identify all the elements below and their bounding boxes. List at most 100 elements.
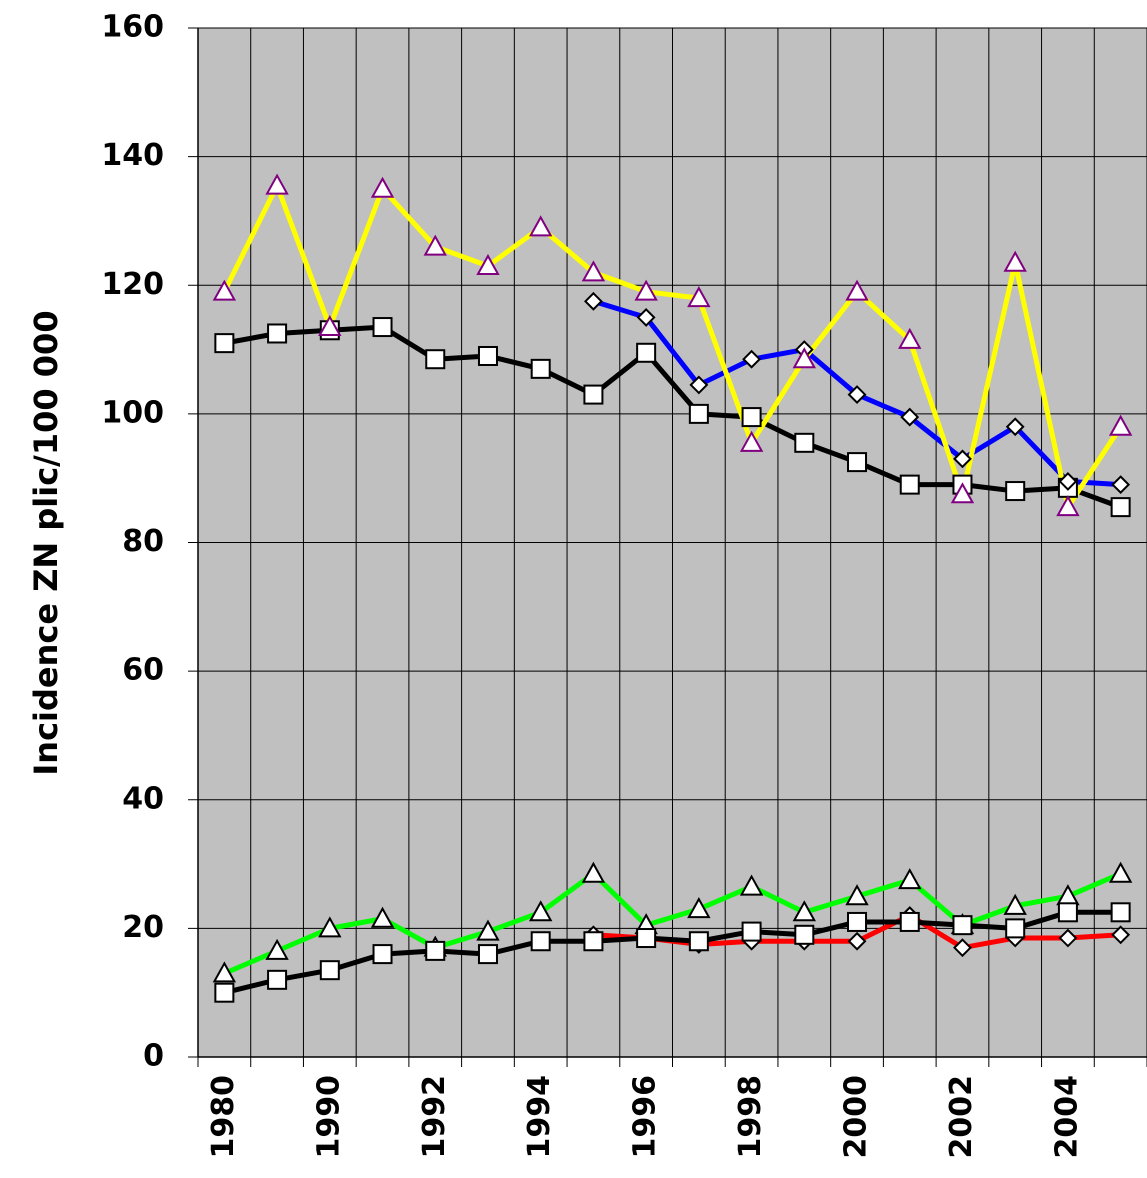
square-marker — [425, 940, 446, 961]
y-tick-label: 120 — [101, 267, 164, 302]
square-marker — [794, 432, 815, 453]
triangle-marker — [634, 279, 658, 301]
x-tick-label: 1992 — [417, 1075, 452, 1159]
square-marker — [477, 944, 498, 965]
x-tick-label: 2000 — [839, 1075, 874, 1159]
square-marker — [1005, 481, 1026, 502]
diamond-marker — [1111, 925, 1131, 945]
triangle-marker — [370, 176, 395, 198]
square-marker — [688, 403, 709, 424]
square-marker — [636, 928, 657, 949]
diamond-marker — [953, 938, 972, 958]
triangle-marker — [792, 347, 817, 369]
square-marker — [899, 474, 920, 495]
diamond-marker — [689, 375, 709, 395]
square-marker — [267, 969, 288, 990]
diamond-marker — [847, 931, 867, 951]
triangle-marker — [423, 234, 447, 256]
triangle-marker — [476, 919, 500, 941]
triangle-marker — [370, 906, 395, 928]
triangle-marker — [739, 430, 764, 452]
square-marker — [372, 317, 393, 338]
square-marker — [952, 915, 973, 936]
triangle-marker — [476, 253, 500, 275]
diamond-marker — [1005, 417, 1025, 437]
square-marker — [583, 931, 604, 952]
triangle-marker — [898, 868, 922, 890]
y-axis-label: Incidence ZN plic/100 000 — [27, 310, 65, 775]
square-marker — [636, 342, 657, 363]
diamond-marker — [1058, 471, 1078, 491]
square-marker — [319, 960, 340, 981]
square-marker — [372, 944, 393, 965]
diamond-marker — [953, 449, 972, 469]
triangle-marker — [739, 874, 764, 896]
square-marker — [1110, 902, 1131, 923]
triangle-marker — [845, 279, 869, 301]
y-tick-label: 0 — [143, 1039, 164, 1074]
x-tick-label: 2004 — [1049, 1075, 1084, 1159]
diamond-marker — [1111, 475, 1131, 495]
y-tick-label: 40 — [122, 781, 164, 816]
diamond-marker — [1058, 928, 1078, 948]
triangle-marker — [898, 327, 922, 349]
triangle-marker — [950, 482, 975, 504]
square-marker — [741, 921, 762, 942]
triangle-marker — [1003, 250, 1027, 272]
triangle-marker — [212, 961, 237, 983]
x-tick-label: 1996 — [628, 1075, 663, 1159]
triangle-marker — [687, 286, 711, 308]
square-marker — [477, 345, 498, 366]
y-tick-label: 20 — [122, 910, 164, 945]
triangle-marker — [687, 897, 711, 919]
triangle-marker — [318, 916, 342, 938]
x-tick-label: 2002 — [944, 1075, 979, 1159]
diamond-marker — [900, 407, 920, 427]
y-tick-label: 100 — [101, 395, 164, 430]
x-tick-label: 1980 — [206, 1075, 241, 1159]
square-marker — [1057, 902, 1078, 923]
triangle-marker — [581, 260, 606, 282]
square-marker — [1005, 918, 1026, 939]
triangle-marker — [1108, 861, 1133, 883]
triangle-marker — [318, 314, 342, 337]
triangle-marker — [792, 900, 817, 922]
diamond-marker — [847, 385, 867, 404]
square-marker — [425, 349, 446, 370]
square-marker — [214, 333, 235, 354]
square-marker — [530, 358, 551, 379]
triangle-marker — [265, 173, 289, 195]
square-marker — [847, 452, 868, 473]
triangle-marker — [1056, 495, 1080, 517]
square-marker — [899, 911, 920, 932]
triangle-marker — [528, 900, 553, 922]
x-tick-label: 1990 — [311, 1075, 346, 1159]
series-line — [222, 183, 1123, 510]
y-tick-label: 140 — [101, 138, 164, 173]
triangle-marker — [265, 938, 289, 960]
y-tick-label: 160 — [101, 10, 164, 45]
square-marker — [741, 407, 762, 428]
triangle-marker — [1108, 414, 1133, 436]
triangle-marker — [1003, 893, 1027, 915]
triangle-marker — [581, 861, 606, 883]
triangle-marker — [212, 279, 237, 301]
x-tick-label: 1998 — [733, 1075, 768, 1159]
diamond-marker — [636, 307, 656, 327]
y-tick-label: 80 — [122, 524, 164, 559]
x-tick-label: 1994 — [522, 1075, 557, 1159]
square-marker — [267, 323, 288, 344]
square-marker — [688, 931, 709, 952]
square-marker — [530, 931, 551, 952]
square-marker — [214, 982, 235, 1003]
triangle-marker — [528, 215, 553, 237]
square-marker — [1110, 497, 1131, 518]
diamond-marker — [742, 349, 761, 369]
triangle-marker — [845, 884, 869, 906]
diamond-marker — [584, 291, 603, 311]
y-tick-label: 60 — [122, 653, 164, 688]
square-marker — [847, 911, 868, 932]
square-marker — [794, 924, 815, 945]
square-marker — [583, 384, 604, 405]
